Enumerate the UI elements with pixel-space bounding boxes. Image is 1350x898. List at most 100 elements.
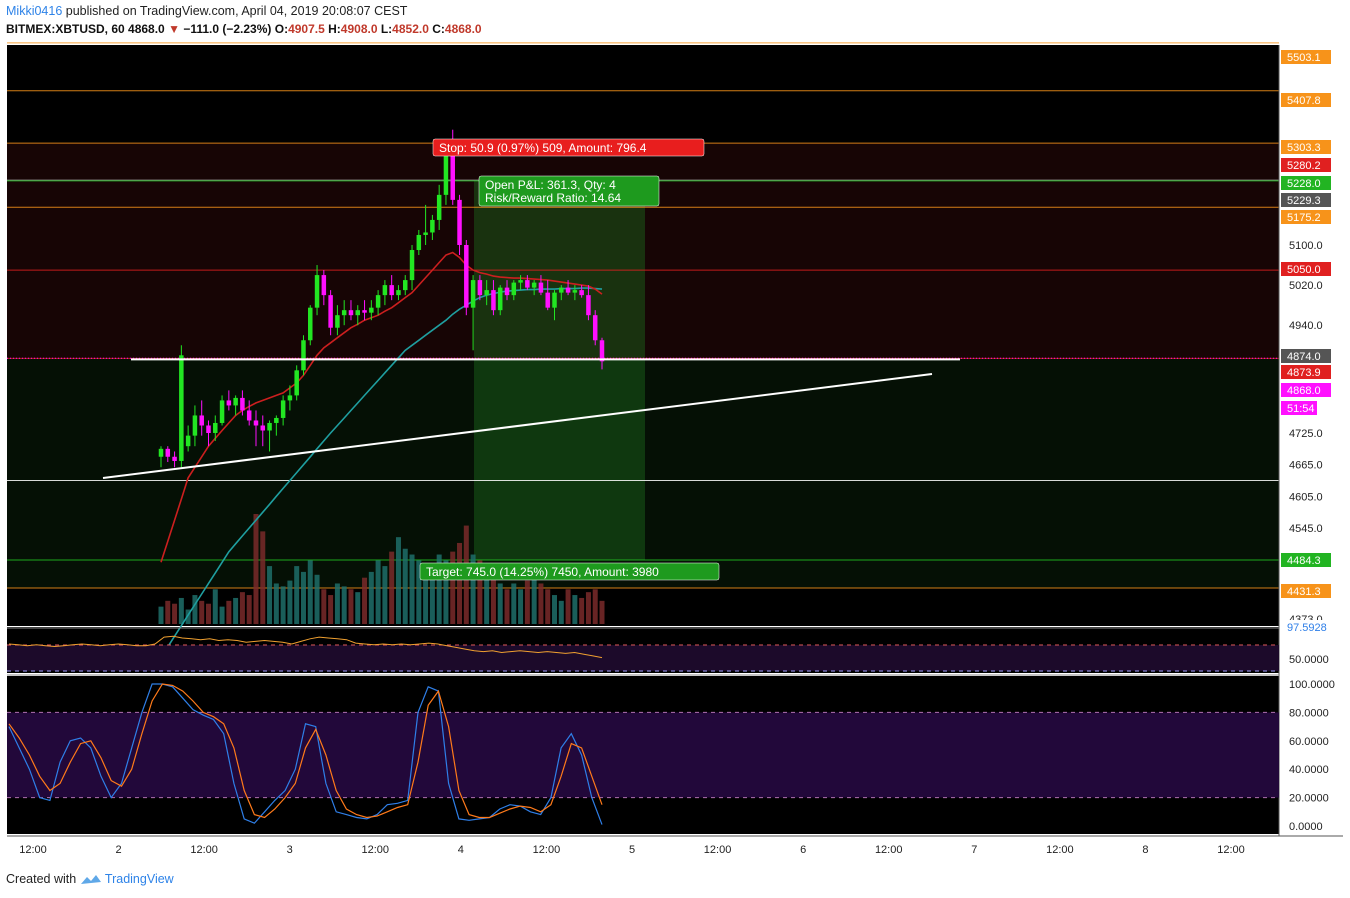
- price-tag-bg: [1281, 158, 1331, 172]
- candle-body: [396, 290, 401, 296]
- price-tag-5: 5229.3: [1281, 193, 1331, 207]
- volume-bar-33: [382, 566, 388, 624]
- candle-body: [586, 295, 591, 316]
- price-tag-text: 4868.0: [1287, 385, 1321, 397]
- stoch-tick-2: 60.0000: [1289, 736, 1329, 748]
- last-price: 4868.0: [128, 22, 165, 36]
- target-zone: [474, 180, 645, 561]
- volume-bar-40: [429, 563, 435, 624]
- candle-body: [497, 287, 503, 311]
- candle-25: [328, 290, 333, 336]
- rsi-tick: 50.0000: [1289, 654, 1329, 666]
- candle-13: [246, 400, 252, 426]
- volume-bar-36: [402, 548, 408, 624]
- publish-info: Mikki0416 published on TradingView.com, …: [6, 4, 407, 18]
- volume-bar-59: [558, 600, 564, 624]
- candle-body: [260, 425, 266, 431]
- candle-body: [355, 310, 361, 316]
- candle-body: [240, 397, 245, 411]
- price-tick-4: 4665.0: [1289, 460, 1323, 472]
- candle-body: [457, 199, 462, 245]
- candle-54: [525, 275, 530, 291]
- candle-body: [206, 425, 211, 433]
- price-tag-6: 5175.2: [1281, 210, 1331, 224]
- volume-bar-11: [233, 597, 239, 624]
- tradingview-link[interactable]: TradingView: [104, 872, 174, 886]
- candle-body: [538, 282, 544, 293]
- volume-bar-57: [545, 589, 551, 624]
- volume-bar-65: [599, 600, 605, 624]
- candle-49: [491, 280, 496, 316]
- stoch-tick-3: 40.0000: [1289, 764, 1329, 776]
- volume-bar-64: [592, 589, 598, 624]
- candle-body: [423, 232, 428, 235]
- volume-bar-24: [321, 589, 327, 624]
- volume-bar-19: [287, 580, 293, 624]
- volume-bar-4: [185, 609, 191, 624]
- volume-bar-5: [192, 595, 198, 624]
- candle-19: [287, 385, 293, 411]
- candle-52: [511, 280, 517, 301]
- candle-47: [477, 275, 483, 301]
- volume-bar-22: [307, 560, 313, 624]
- time-tick-14: 12:00: [1217, 844, 1245, 856]
- candle-body: [545, 292, 550, 308]
- candle-29: [355, 305, 361, 326]
- candle-4: [185, 425, 191, 452]
- candle-36: [402, 275, 408, 296]
- volume-bar-61: [572, 595, 578, 624]
- rising-trendline: [102, 373, 933, 479]
- stoch-tick-5: 0.0000: [1289, 821, 1323, 833]
- candle-body: [559, 287, 564, 293]
- time-tick-4: 12:00: [362, 844, 390, 856]
- price-tag-bg: [1281, 210, 1331, 224]
- time-tick-13: 8: [1142, 844, 1148, 856]
- volume-bar-26: [334, 583, 340, 624]
- stoch-k-line: [8, 683, 603, 825]
- candle-46: [470, 275, 476, 351]
- candle-body: [511, 282, 517, 296]
- volume-bar-15: [260, 531, 266, 624]
- candle-body: [491, 290, 496, 311]
- candle-body: [450, 152, 455, 200]
- stop-label-text: Stop: 50.9 (0.97%) 509, Amount: 796.4: [439, 141, 647, 155]
- time-tick-1: 2: [116, 844, 122, 856]
- volume-bar-16: [267, 566, 273, 624]
- candle-body: [226, 400, 232, 406]
- price-tag-bg: [1281, 193, 1331, 207]
- price-tag-text: 5303.3: [1287, 142, 1321, 154]
- candle-40: [430, 214, 435, 240]
- pnl-label-text: Risk/Reward Ratio: 14.64: [485, 191, 621, 205]
- candle-3: [179, 345, 184, 468]
- volume-bar-37: [409, 554, 415, 624]
- stoch-band: [7, 712, 1279, 798]
- author-link[interactable]: Mikki0416: [6, 4, 63, 18]
- candle-14: [253, 410, 259, 447]
- price-tick-3: 4725.0: [1289, 428, 1323, 440]
- volume-bar-35: [395, 537, 401, 624]
- candle-24: [321, 270, 327, 306]
- candle-61: [572, 285, 578, 301]
- time-tick-12: 12:00: [1046, 844, 1074, 856]
- rsi-band: [7, 645, 1279, 671]
- volume-bar-32: [375, 560, 381, 624]
- candle-44: [457, 194, 462, 256]
- time-tick-11: 7: [971, 844, 977, 856]
- target-label: Target: 745.0 (14.25%) 7450, Amount: 398…: [419, 562, 720, 581]
- volume-bar-42: [443, 560, 449, 624]
- candle-body: [274, 417, 279, 423]
- volume-bar-60: [565, 589, 571, 624]
- price-change: −111.0 (−2.23%): [183, 22, 272, 36]
- price-tag-text: 97.5928: [1287, 622, 1327, 634]
- candle-body: [308, 307, 313, 341]
- candle-body: [389, 285, 394, 296]
- low-value: 4852.0: [392, 22, 429, 36]
- price-tag-bg: [1281, 262, 1331, 276]
- candle-body: [172, 456, 177, 461]
- volume-bar-43: [450, 551, 456, 624]
- volume-bar-21: [300, 571, 306, 624]
- time-tick-7: 5: [629, 844, 635, 856]
- time-tick-8: 12:00: [704, 844, 732, 856]
- down-triangle-icon: ▼: [168, 22, 180, 36]
